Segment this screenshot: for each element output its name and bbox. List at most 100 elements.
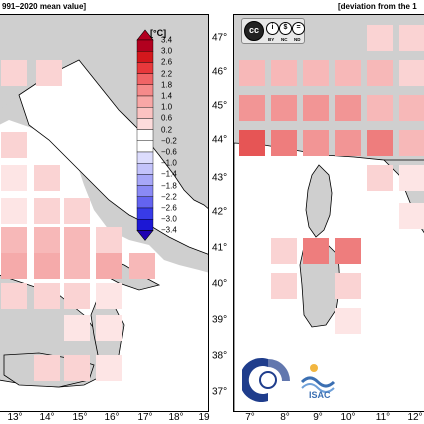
colorbar-unit: [°C] xyxy=(150,28,167,38)
colorbar-segment xyxy=(136,151,154,164)
anomaly-cell xyxy=(64,315,90,341)
anomaly-cell xyxy=(34,227,60,253)
anomaly-cell xyxy=(1,198,27,224)
anomaly-cell xyxy=(96,355,122,381)
colorbar-segment xyxy=(136,129,154,141)
anomaly-cell xyxy=(64,227,90,253)
latitude-label: 40° xyxy=(212,278,228,290)
colorbar-min-arrow xyxy=(136,230,154,241)
longitude-label: 17° xyxy=(137,412,153,423)
longitude-label: 19 xyxy=(198,412,210,423)
anomaly-cell xyxy=(34,253,60,279)
colorbar-segment xyxy=(136,51,154,63)
anomaly-cell xyxy=(367,130,393,156)
longitude-label: 13° xyxy=(7,412,23,423)
anomaly-cell xyxy=(303,95,329,121)
colorbar-segment xyxy=(136,174,154,186)
anomaly-cell xyxy=(303,238,329,264)
anomaly-cell xyxy=(271,130,297,156)
latitude-label: 41° xyxy=(212,242,228,254)
colorbar-label: 0.6 xyxy=(161,113,173,123)
colorbar-label: −3.0 xyxy=(161,214,177,224)
colorbar-segment xyxy=(136,39,154,52)
longitude-label: 10° xyxy=(340,412,356,423)
anomaly-cell xyxy=(96,227,122,253)
anomaly-cell xyxy=(271,238,297,264)
anomaly-cell xyxy=(96,253,122,279)
anomaly-cell xyxy=(367,25,393,51)
colorbar-label: −1.4 xyxy=(161,169,177,179)
latitude-label: 42° xyxy=(212,206,228,218)
longitude-label: 14° xyxy=(39,412,55,423)
latitude-label: 46° xyxy=(212,66,228,78)
latitude-label: 37° xyxy=(212,386,228,398)
anomaly-cell xyxy=(335,60,361,86)
left-coastline xyxy=(0,15,208,411)
longitude-label: 11° xyxy=(375,412,391,423)
colorbar-segment xyxy=(136,196,154,209)
right-map-title: [deviation from the 1 xyxy=(338,2,417,11)
colorbar-segment xyxy=(136,62,154,74)
colorbar xyxy=(136,29,154,241)
anomaly-cell xyxy=(271,273,297,299)
longitude-label: 8° xyxy=(280,412,290,423)
colorbar-label: 2.2 xyxy=(161,69,173,79)
anomaly-cell xyxy=(399,60,424,86)
colorbar-label: 1.4 xyxy=(161,91,173,101)
longitude-label: 12° xyxy=(407,412,423,423)
longitude-label: 18° xyxy=(168,412,184,423)
colorbar-label: −3.4 xyxy=(161,225,177,235)
anomaly-cell xyxy=(367,165,393,191)
isac-logo xyxy=(300,364,336,393)
anomaly-cell xyxy=(1,132,27,158)
colorbar-segment xyxy=(136,140,154,153)
colorbar-segment xyxy=(136,84,154,97)
anomaly-cell xyxy=(34,165,60,191)
by-label: BY xyxy=(268,37,275,42)
latitude-label: 44° xyxy=(212,134,228,146)
anomaly-cell xyxy=(96,283,122,309)
anomaly-cell xyxy=(335,308,361,334)
colorbar-label: 2.6 xyxy=(161,57,173,67)
anomaly-cell xyxy=(271,95,297,121)
colorbar-label: −2.2 xyxy=(161,192,177,202)
anomaly-cell xyxy=(239,130,265,156)
anomaly-cell xyxy=(129,253,155,279)
anomaly-cell xyxy=(64,253,90,279)
nc-label: NC xyxy=(281,37,288,42)
anomaly-cell xyxy=(399,25,424,51)
latitude-label: 38° xyxy=(212,350,228,362)
anomaly-cell xyxy=(34,198,60,224)
colorbar-label: −0.2 xyxy=(161,136,177,146)
colorbar-label: 0.2 xyxy=(161,125,173,135)
colorbar-label: 3.0 xyxy=(161,46,173,56)
anomaly-cell xyxy=(303,130,329,156)
longitude-label: 7° xyxy=(245,412,255,423)
latitude-label: 43° xyxy=(212,172,228,184)
colorbar-label: −2.6 xyxy=(161,203,177,213)
latitude-label: 39° xyxy=(212,314,228,326)
colorbar-segment xyxy=(136,218,154,231)
isac-label: ISAC xyxy=(309,390,331,400)
cc-icon: cc xyxy=(244,21,264,41)
anomaly-cell xyxy=(367,95,393,121)
anomaly-cell xyxy=(1,60,27,86)
anomaly-cell xyxy=(34,355,60,381)
anomaly-cell xyxy=(399,130,424,156)
colorbar-segment xyxy=(136,207,154,220)
longitude-label: 9° xyxy=(313,412,323,423)
anomaly-cell xyxy=(335,95,361,121)
nd-icon: = xyxy=(292,22,305,35)
longitude-label: 16° xyxy=(104,412,120,423)
by-icon: i xyxy=(266,22,279,35)
colorbar-segment xyxy=(136,185,154,198)
anomaly-cell xyxy=(271,60,297,86)
anomaly-cell xyxy=(1,227,27,253)
latitude-label: 45° xyxy=(212,100,228,112)
latitude-label: 47° xyxy=(212,32,228,44)
anomaly-cell xyxy=(303,60,329,86)
anomaly-cell xyxy=(399,165,424,191)
anomaly-cell xyxy=(335,273,361,299)
colorbar-label: 1.0 xyxy=(161,102,173,112)
colorbar-label: 1.8 xyxy=(161,80,173,90)
